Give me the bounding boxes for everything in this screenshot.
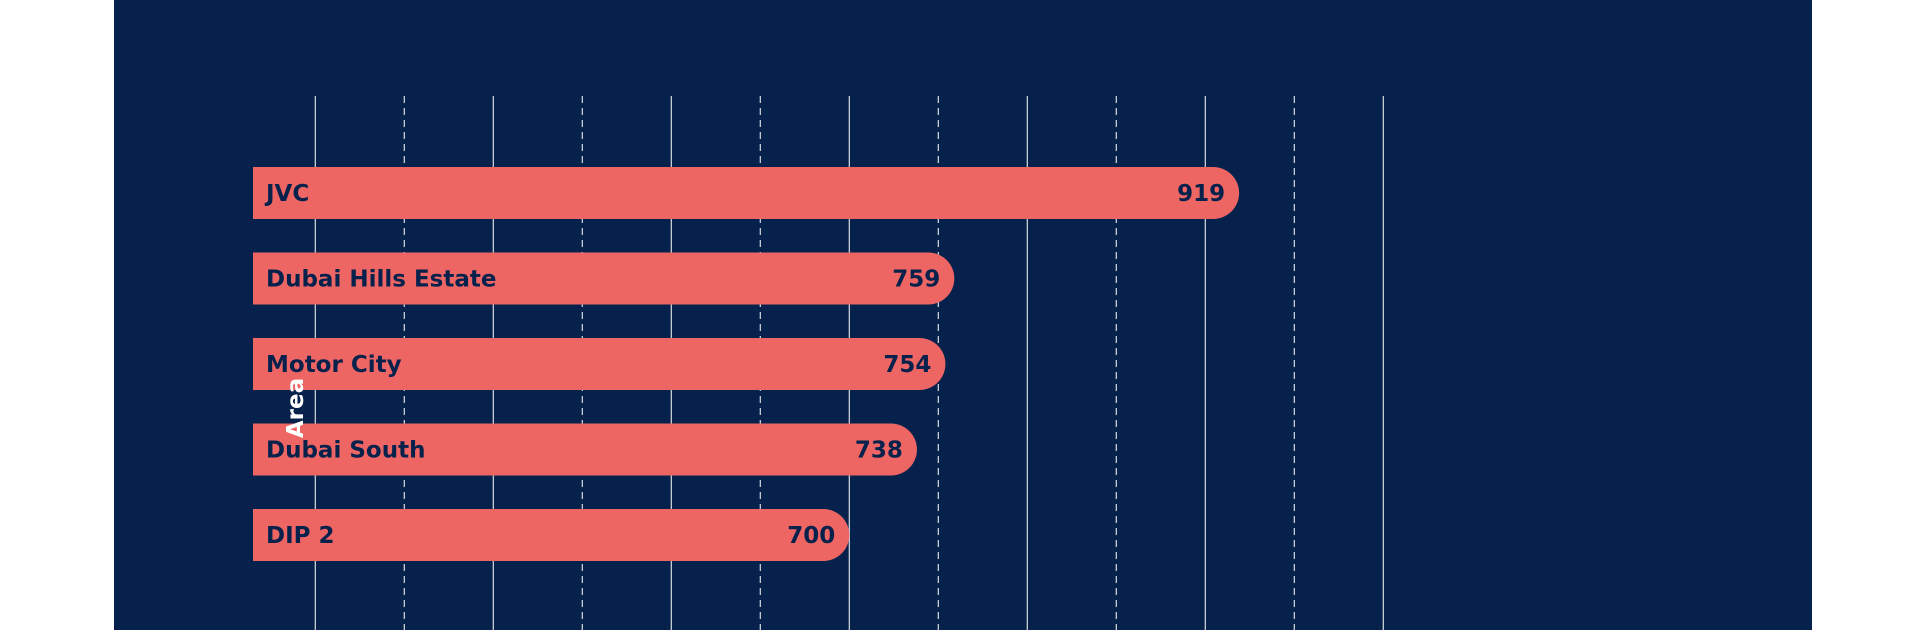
y-axis-label: Area bbox=[283, 378, 309, 438]
bar-chart: JVC 919 Dubai Hills Estate 759 Motor City 754… bbox=[253, 96, 1384, 630]
value-label: 759 bbox=[892, 267, 940, 293]
bar bbox=[253, 338, 946, 390]
category-label: JVC bbox=[264, 181, 309, 207]
bar bbox=[253, 167, 1240, 220]
value-label: 738 bbox=[855, 438, 903, 464]
bar-group: JVC 919 bbox=[253, 167, 1240, 220]
category-label: Motor City bbox=[266, 352, 402, 378]
bar bbox=[253, 252, 955, 305]
category-label: Dubai South bbox=[266, 438, 425, 464]
bar-group: Motor City 754 bbox=[253, 338, 946, 390]
bar-group: Dubai Hills Estate 759 bbox=[253, 252, 955, 305]
bar-group: DIP 2 700 bbox=[253, 509, 850, 561]
value-label: 700 bbox=[787, 523, 835, 549]
value-label: 754 bbox=[883, 352, 931, 378]
bar-group: Dubai South 738 bbox=[253, 423, 917, 476]
bars: JVC 919 Dubai Hills Estate 759 Motor City 754… bbox=[253, 167, 1240, 561]
chart-panel: JVC 919 Dubai Hills Estate 759 Motor City 754… bbox=[114, 0, 1812, 630]
bar bbox=[253, 423, 917, 476]
bar bbox=[253, 509, 850, 561]
category-label: DIP 2 bbox=[266, 523, 335, 549]
category-label: Dubai Hills Estate bbox=[266, 267, 496, 293]
value-label: 919 bbox=[1177, 181, 1225, 207]
